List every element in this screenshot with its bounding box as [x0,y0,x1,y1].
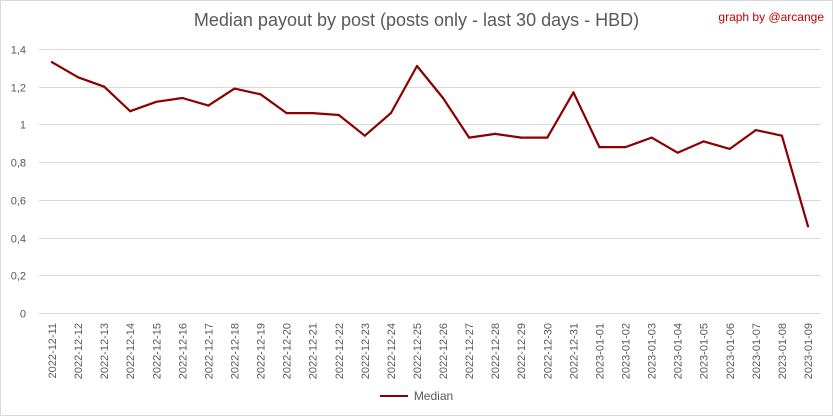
data-point [754,129,757,132]
x-tick-label: 2023-01-02 [621,323,633,379]
y-tick-label: 0 [20,309,26,321]
y-tick-label: 1,4 [11,45,26,57]
y-tick-label: 1,2 [11,83,26,95]
data-point [259,93,262,96]
legend: Median [1,389,832,403]
x-tick-label: 2023-01-07 [751,323,763,379]
data-point [77,76,80,79]
chart-title: Median payout by post (posts only - last… [193,10,640,30]
data-point [233,87,236,90]
data-point [285,112,288,115]
x-tick-label: 2022-12-22 [334,323,346,379]
y-tick-label: 0,4 [11,234,26,246]
y-tick-label: 0,2 [11,271,26,283]
data-point [494,132,497,135]
data-point [181,96,184,100]
x-tick-label: 2023-01-06 [725,323,737,379]
x-tick-label: 2022-12-28 [490,323,502,379]
data-point [546,136,549,139]
x-tick-label: 2022-12-13 [99,323,111,379]
x-tick-label: 2022-12-11 [47,323,59,378]
x-tick-label: 2022-12-21 [308,323,320,379]
x-tick-label: 2022-12-23 [360,323,372,379]
data-point [389,112,392,115]
y-tick-label: 0,8 [11,158,26,170]
y-tick-label: 1 [20,120,26,132]
x-tick-label: 2023-01-08 [777,323,789,379]
data-point [363,134,366,137]
x-tick-label: 2022-12-24 [386,323,398,379]
data-point [806,225,810,228]
data-point [702,140,705,143]
data-point [780,134,784,137]
data-point [520,136,523,139]
series-line-median [50,61,810,228]
data-point [311,112,314,115]
x-tick-label: 2022-12-26 [438,323,450,379]
data-point [572,91,575,94]
x-tick-label: 2022-12-25 [412,323,424,379]
x-tick-label: 2023-01-09 [803,323,815,379]
data-point [415,64,419,68]
data-point [468,136,471,139]
x-tick-label: 2022-12-19 [256,323,268,379]
x-tick-label: 2022-12-17 [203,323,215,379]
x-tick-label: 2022-12-14 [125,323,137,379]
x-axis-ticks: 2022-12-11 2022-12-12 2022-12-13 2022-12-14… [47,323,815,379]
x-tick-label: 2023-01-04 [673,323,685,379]
x-tick-label: 2022-12-16 [177,323,189,379]
data-point [103,85,106,88]
data-point [676,151,679,154]
data-point [337,113,340,117]
series-layer [50,61,810,228]
x-tick-label: 2022-12-18 [230,323,242,379]
data-point [129,110,132,113]
data-point [441,96,445,100]
data-point [728,147,731,150]
data-point [650,136,653,139]
x-tick-label: 2022-12-29 [516,323,528,379]
gridlines [39,49,821,314]
data-point [50,61,54,64]
x-tick-label: 2022-12-20 [282,323,294,379]
data-point [624,146,627,149]
chart-credit: graph by @arcange [718,10,824,24]
data-point [598,146,601,149]
x-tick-label: 2022-12-27 [464,323,476,379]
x-tick-label: 2023-01-03 [647,323,659,379]
legend-swatch [379,395,408,397]
x-tick-label: 2022-12-30 [542,323,554,379]
x-tick-label: 2023-01-05 [699,323,711,379]
x-tick-label: 2023-01-01 [594,323,606,379]
y-tick-label: 0,6 [11,196,26,208]
data-point [155,100,158,103]
x-tick-label: 2022-12-31 [568,323,580,379]
x-tick-label: 2022-12-15 [151,323,163,379]
y-axis-ticks: 0 0,2 0,4 0,6 0,8 1 1,2 1,4 [11,45,26,321]
data-point [207,104,210,107]
x-tick-label: 2022-12-12 [73,323,85,379]
legend-label: Median [413,389,454,403]
